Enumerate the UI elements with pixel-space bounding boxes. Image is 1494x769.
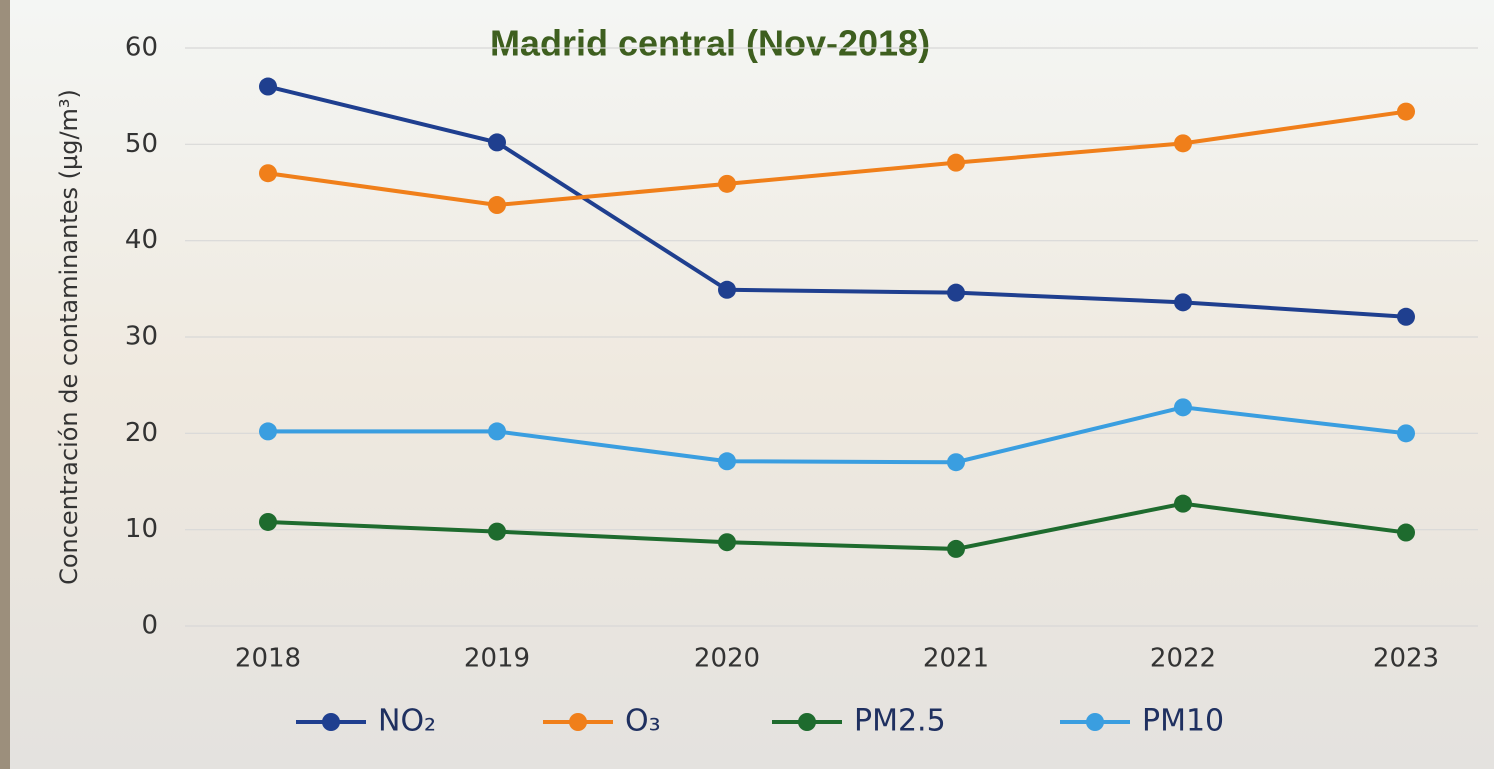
y-tick-label: 50	[125, 129, 158, 159]
data-point	[1397, 102, 1415, 121]
data-point	[488, 196, 506, 215]
legend-marker	[798, 713, 816, 731]
x-tick-label: 2021	[923, 644, 989, 674]
series-line	[267, 109, 1407, 208]
data-point	[718, 174, 736, 193]
y-tick-label: 20	[125, 418, 158, 448]
y-tick-label: 0	[141, 611, 158, 641]
data-point	[718, 280, 736, 299]
y-tick-label: 60	[125, 33, 158, 63]
data-point	[718, 533, 736, 552]
x-tick-label: 2019	[464, 644, 530, 674]
legend-marker	[322, 713, 340, 731]
data-point	[947, 539, 965, 558]
x-tick-label: 2022	[1150, 644, 1216, 674]
data-point	[947, 283, 965, 302]
data-point	[259, 512, 277, 531]
data-point	[947, 453, 965, 472]
data-point	[947, 153, 965, 172]
y-tick-label: 40	[125, 225, 158, 255]
series-line	[267, 501, 1407, 551]
data-point	[259, 77, 277, 96]
data-point	[488, 422, 506, 441]
y-axis-label: Concentración de contaminantes (µg/m³)	[55, 89, 83, 585]
data-point	[1174, 134, 1192, 153]
data-point	[1397, 424, 1415, 443]
data-point	[488, 133, 506, 152]
y-tick-label: 10	[125, 514, 158, 544]
legend-label: PM2.5	[854, 704, 946, 739]
legend-marker	[1086, 713, 1104, 731]
y-tick-label: 30	[125, 322, 158, 352]
data-point	[259, 164, 277, 183]
data-point	[1174, 398, 1192, 417]
edge	[0, 0, 10, 769]
legend-label: NO₂	[378, 704, 436, 739]
series-line	[268, 405, 1407, 465]
data-point	[1397, 523, 1415, 542]
x-tick-label: 2023	[1373, 644, 1439, 674]
series-line	[267, 84, 1407, 319]
legend-label: PM10	[1142, 704, 1224, 739]
data-point	[718, 452, 736, 471]
legend-label: O₃	[625, 704, 661, 739]
data-point	[259, 422, 277, 441]
data-point	[1174, 494, 1192, 513]
chart-title: Madrid central (Nov-2018)	[490, 23, 930, 64]
x-tick-label: 2020	[694, 644, 760, 674]
data-point	[488, 522, 506, 541]
legend-marker	[569, 713, 587, 731]
x-tick-label: 2018	[235, 644, 301, 674]
data-point	[1397, 307, 1415, 326]
data-point	[1174, 293, 1192, 312]
